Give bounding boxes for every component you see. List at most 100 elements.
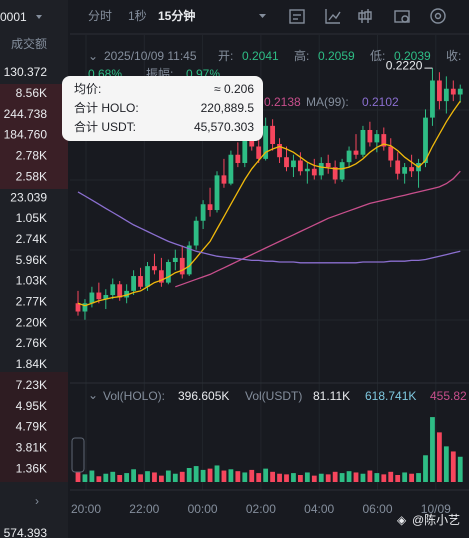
- sidebar-value: 2.20K: [16, 315, 47, 329]
- sidebar-value: 1.84K: [16, 357, 47, 371]
- watermark-icon: ◈: [397, 513, 407, 527]
- tab-active[interactable]: 15分钟: [158, 8, 195, 23]
- volume-bar: [152, 472, 157, 482]
- volume-bar: [179, 471, 185, 482]
- open-label: 开:: [218, 49, 233, 63]
- ma25-value: 0.2138: [264, 95, 301, 109]
- candle-body: [172, 257, 178, 263]
- tab[interactable]: 分时: [88, 9, 112, 23]
- collapse-icon[interactable]: ⌄: [88, 388, 98, 402]
- volume-bar: [159, 475, 164, 482]
- volume-bar: [75, 472, 81, 482]
- volume-bar: [145, 471, 150, 482]
- volume-bar: [186, 468, 192, 482]
- low-label: 低:: [370, 49, 385, 63]
- sidebar-value: 3.81K: [16, 440, 47, 454]
- volume-bar: [256, 473, 262, 482]
- candle-body: [423, 117, 428, 163]
- volume-bar: [409, 473, 414, 482]
- candle-body: [409, 167, 414, 172]
- symbol[interactable]: 0001: [0, 10, 27, 24]
- volume-bar: [172, 473, 178, 482]
- candle-body: [277, 144, 282, 158]
- sidebar-value: 184.760: [4, 128, 48, 142]
- sidebar-value: 5.96K: [16, 253, 47, 267]
- tab[interactable]: 1秒: [128, 9, 147, 23]
- sidebar-header: 成交额: [11, 36, 47, 51]
- candle-body: [221, 175, 227, 184]
- candle-body: [325, 162, 331, 168]
- volume-bar: [457, 456, 463, 482]
- sidebar-value: 1.36K: [16, 461, 47, 475]
- volume-bar: [298, 475, 303, 482]
- ma-line: [77, 100, 461, 307]
- scroll-handle[interactable]: [71, 437, 85, 473]
- candle-body: [457, 88, 463, 95]
- sidebar-value: 8.56K: [16, 86, 47, 100]
- vol-usdt-value: 81.11K: [313, 389, 350, 403]
- candle-body: [110, 284, 116, 296]
- candle-body: [96, 292, 102, 300]
- sidebar-footer: 574.393: [4, 526, 48, 538]
- volume-bar: [346, 471, 352, 482]
- volume-bar: [291, 473, 296, 482]
- volume-bar: [304, 472, 310, 482]
- candle-body: [152, 266, 157, 271]
- candle-body: [138, 276, 143, 287]
- volume-bar: [235, 471, 241, 482]
- dropdown-icon: [36, 15, 42, 19]
- candle-body: [186, 245, 192, 275]
- sidebar-value: 2.58K: [16, 169, 47, 183]
- candle-body: [103, 295, 109, 300]
- tooltip: 均价: ≈ 0.206 合计 HOLO: 220,889.5 合计 USDT: …: [62, 76, 263, 141]
- expand-icon[interactable]: ›: [35, 494, 39, 508]
- volume-bar: [131, 469, 136, 482]
- sell-tint: [0, 84, 68, 189]
- candle-body: [388, 146, 394, 161]
- candle-body: [304, 168, 310, 172]
- candle-body: [124, 290, 130, 298]
- volume-bar: [110, 471, 116, 482]
- candle-body: [145, 266, 150, 287]
- candle-time: 2025/10/09 11:45: [104, 49, 197, 63]
- candle-body: [284, 157, 289, 168]
- candle-body: [228, 154, 234, 184]
- toolbar-icons[interactable]: [259, 8, 446, 24]
- collapse-icon[interactable]: ⌄: [88, 49, 98, 63]
- candle-body: [179, 257, 185, 275]
- volume-bar: [200, 469, 206, 482]
- volume-bar: [124, 473, 130, 482]
- tooltip-value: 220,889.5: [201, 101, 255, 115]
- candle-body: [332, 167, 338, 180]
- candle-body: [117, 284, 123, 298]
- vol-ma-value: 455.82: [430, 389, 467, 403]
- candle-body: [437, 80, 442, 102]
- volume-bar: [96, 476, 102, 482]
- sidebar-value: 1.05K: [16, 211, 47, 225]
- volume-bar: [353, 472, 359, 482]
- volume-bar: [249, 469, 255, 482]
- candle-body: [360, 129, 366, 155]
- watermark: @陈小艺: [412, 512, 460, 527]
- ma99-value: 0.2102: [362, 95, 399, 109]
- ma-line: [77, 191, 461, 264]
- volume-bar: [138, 474, 143, 482]
- candle-body: [159, 270, 164, 283]
- tooltip-label: 合计 USDT:: [74, 119, 136, 134]
- x-tick-label: 06:00: [362, 502, 392, 516]
- candle-body: [89, 292, 95, 304]
- volume-bar: [437, 432, 442, 482]
- candle-body: [82, 303, 88, 312]
- candle-body: [353, 150, 359, 155]
- candle-body: [75, 303, 81, 312]
- candle-body: [193, 220, 199, 246]
- volume-bar: [318, 473, 324, 482]
- sidebar-value: 2.77K: [16, 295, 47, 309]
- candle-body: [242, 138, 248, 163]
- sidebar-value: 4.95K: [16, 399, 47, 413]
- volume-bar: [242, 472, 248, 482]
- candle-body: [256, 146, 262, 159]
- volume-bar: [416, 473, 421, 482]
- volume-bar: [270, 471, 275, 482]
